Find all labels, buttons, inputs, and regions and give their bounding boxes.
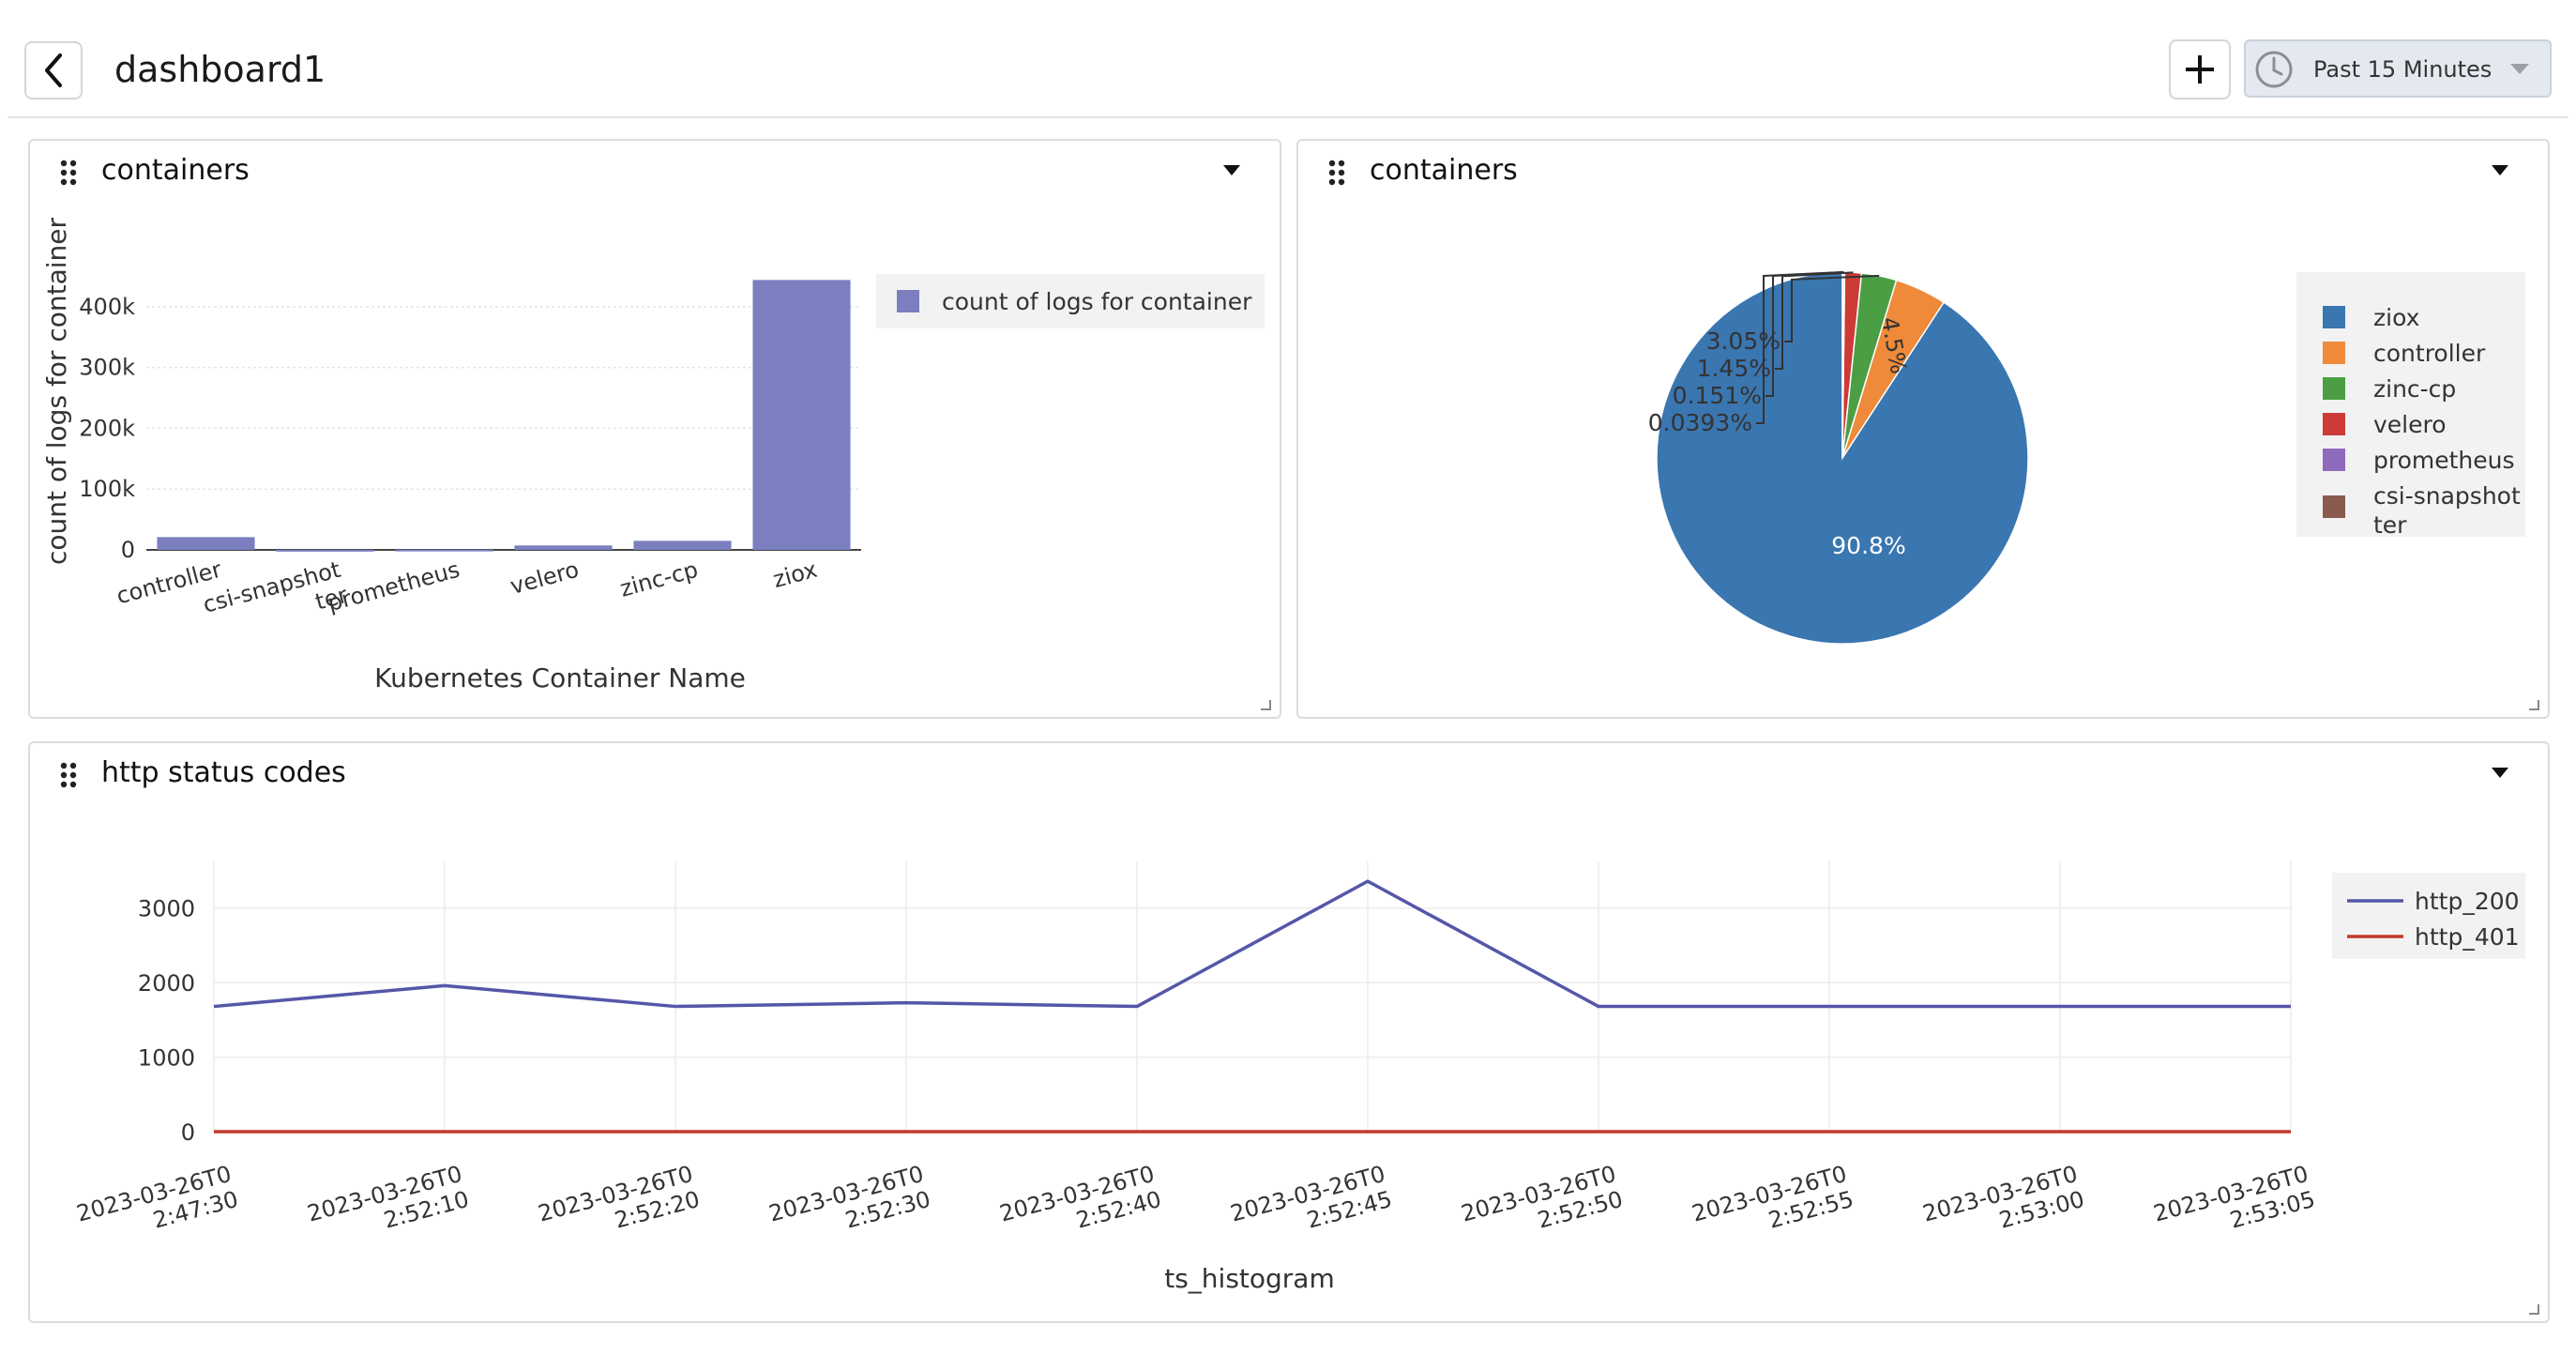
panel-menu-caret-icon[interactable]	[2492, 165, 2508, 176]
legend-label: http_401	[2415, 923, 2520, 951]
legend-label: prometheus	[2373, 447, 2515, 474]
legend-label: http_200	[2415, 888, 2520, 915]
y-tick-label: 400k	[79, 294, 135, 320]
x-tick-label: 2023-03-26T02:52:55	[1690, 1161, 1856, 1253]
legend-label: csi-snapshot ter	[2373, 482, 2521, 539]
resize-handle-icon[interactable]	[1259, 698, 1272, 711]
chevron-left-icon	[45, 53, 62, 87]
legend-box	[876, 274, 1265, 328]
pie-slice-ziox	[1656, 271, 2029, 645]
pie-value-label: 90.8%	[1831, 532, 1905, 559]
panel-containers-pie: containers 90.8% 4.5% 3.05% 1.45% 0.151% 0.03…	[1296, 139, 2550, 719]
x-tick-label: ziox	[770, 556, 820, 593]
panel-title: containers	[1370, 154, 1518, 187]
time-range-label: Past 15 Minutes	[2313, 56, 2493, 83]
plus-icon	[2186, 55, 2214, 84]
panel-menu-caret-icon[interactable]	[2492, 768, 2508, 779]
y-tick-label: 2000	[138, 970, 195, 997]
x-tick-label: 2023-03-26T02:52:45	[1228, 1161, 1395, 1253]
x-tick-label: 2023-03-26T02:52:40	[997, 1161, 1164, 1253]
legend-label: count of logs for container	[942, 288, 1252, 315]
drag-handle-icon[interactable]	[60, 160, 79, 186]
back-button[interactable]	[24, 41, 83, 99]
legend-swatch	[2323, 449, 2345, 471]
x-tick-label: velero	[508, 556, 582, 600]
legend-swatch	[2323, 413, 2345, 435]
legend-swatch	[2323, 495, 2345, 518]
chevron-down-icon	[2510, 64, 2529, 74]
x-tick-label: zinc-cp	[617, 556, 701, 602]
y-tick-label: 100k	[79, 476, 135, 502]
x-axis-label: Kubernetes Container Name	[374, 662, 746, 693]
y-tick-label: 1000	[138, 1045, 195, 1072]
x-tick-label: 2023-03-26T02:52:50	[1459, 1161, 1626, 1253]
bar-controller	[157, 537, 255, 550]
pie-leader-line	[1756, 271, 1843, 424]
bar-velero	[514, 545, 613, 550]
legend-swatch	[2323, 306, 2345, 328]
x-tick-label: 2023-03-26T02:53:00	[1920, 1161, 2087, 1253]
time-range-dropdown[interactable]: Past 15 Minutes	[2244, 39, 2552, 98]
pie-value-label: 3.05%	[1706, 327, 1780, 355]
drag-handle-icon[interactable]	[1328, 160, 1347, 186]
pie-value-label: 0.151%	[1673, 382, 1762, 409]
bar-chart: 0100k200k300k400kcontrollercsi-snapshott…	[41, 217, 1265, 693]
resize-handle-icon[interactable]	[2527, 698, 2540, 711]
x-tick-label: 2023-03-26T02:47:30	[74, 1161, 241, 1253]
pie-leader-line	[1784, 274, 1880, 343]
bar-csi-snapshotter	[276, 549, 374, 552]
y-axis-label: count of logs for container	[41, 217, 72, 565]
legend-swatch	[2323, 377, 2345, 400]
legend-label: zinc-cp	[2373, 375, 2456, 403]
panel-containers-bar: containers 0 100k 200k 300k 400k controller cs…	[28, 139, 1281, 719]
page-title: dashboard1	[114, 49, 326, 90]
bar-ziox	[752, 280, 851, 550]
pie-value-label: 1.45%	[1697, 355, 1771, 382]
bar-zinc-cp	[633, 540, 732, 550]
x-tick-label: 2023-03-26T02:52:20	[536, 1161, 703, 1253]
legend-label: controller	[2373, 340, 2486, 367]
legend-label: ziox	[2373, 304, 2419, 331]
legend-swatch	[897, 290, 919, 312]
bar-prometheus	[395, 549, 493, 552]
clock-icon	[2255, 51, 2293, 88]
panel-title: http status codes	[101, 756, 346, 789]
resize-handle-icon[interactable]	[2527, 1302, 2540, 1316]
panel-http-status-codes: http status codes 0 1000 2000 3000 2023-03-2…	[28, 741, 2550, 1323]
add-panel-button[interactable]	[2169, 39, 2231, 99]
series-line-http_200	[213, 879, 2291, 1009]
x-tick-label: prometheus	[325, 556, 462, 617]
line-chart: 0 1000 2000 3000 2023-03-26T02:47:30 2023-03-…	[74, 861, 2525, 1294]
x-tick-label: 2023-03-26T02:52:10	[305, 1161, 472, 1253]
x-axis-label: ts_histogram	[1164, 1263, 1335, 1294]
pie-chart: 90.8%4.5%3.05%1.45%0.151%0.0393%zioxcont…	[1648, 271, 2525, 645]
y-tick-label: 3000	[138, 896, 195, 922]
panel-menu-caret-icon[interactable]	[1223, 165, 1240, 176]
legend-label: velero	[2373, 411, 2447, 438]
x-tick-label: 2023-03-26T02:53:05	[2151, 1161, 2318, 1253]
y-tick-label: 300k	[79, 355, 135, 381]
y-tick-label: 0	[121, 537, 135, 563]
y-tick-label: 200k	[79, 415, 135, 441]
panel-title: containers	[101, 154, 250, 187]
header-divider	[8, 116, 2568, 118]
legend-box	[2332, 873, 2525, 959]
drag-handle-icon[interactable]	[60, 762, 79, 788]
legend-swatch	[2323, 342, 2345, 364]
x-tick-label: 2023-03-26T02:52:30	[766, 1161, 933, 1253]
y-tick-label: 0	[181, 1119, 195, 1146]
pie-value-label: 0.0393%	[1648, 409, 1752, 436]
